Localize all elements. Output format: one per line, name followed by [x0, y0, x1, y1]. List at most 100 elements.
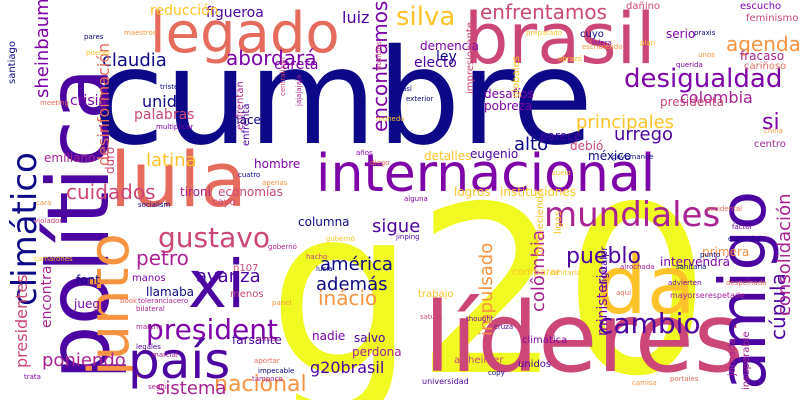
word: mundiales: [544, 195, 721, 235]
word: despeinado: [726, 279, 767, 287]
word: multiplicar: [156, 123, 194, 131]
word: luiz: [342, 8, 370, 27]
word: mayorserespetade: [670, 291, 745, 300]
word: emiliano: [44, 151, 96, 165]
word: líderes: [424, 282, 744, 394]
word: alguna: [404, 195, 428, 203]
word: duró: [103, 146, 117, 174]
word: farsante: [232, 333, 282, 347]
word: abordará: [226, 46, 317, 70]
word: lula: [110, 135, 247, 224]
word: colombia: [680, 88, 753, 107]
word: méxico: [588, 149, 632, 163]
word: desigualdad: [624, 64, 783, 94]
word: thought: [466, 315, 494, 323]
word: alzheimer: [454, 355, 504, 366]
word: aquí: [616, 289, 632, 297]
word: careta: [274, 57, 319, 73]
word: querida: [676, 61, 703, 69]
word: fracaso: [740, 49, 785, 63]
word: sigue: [372, 216, 421, 237]
word: trabajo: [418, 289, 454, 300]
word: tironi: [180, 185, 211, 199]
word: violador: [34, 217, 63, 225]
word: electo: [414, 55, 457, 71]
word: plan: [640, 39, 656, 47]
word: sanitaria: [550, 269, 581, 277]
word: enfrenta: [241, 103, 252, 146]
word: perdona: [352, 345, 402, 359]
word: silva: [396, 2, 456, 32]
word: g20brasil: [310, 358, 385, 377]
word: president: [146, 313, 278, 346]
word: lidera: [592, 39, 612, 47]
word: feminismo: [746, 13, 799, 24]
word: claudia: [102, 50, 167, 71]
word: reducción: [150, 3, 219, 19]
word: cuatro: [238, 171, 261, 179]
word: bilateral: [136, 305, 165, 313]
word: trata: [24, 373, 41, 381]
word: font: [76, 273, 100, 287]
word: consolidación: [774, 193, 795, 316]
word: universidad: [422, 377, 469, 386]
word: juego: [74, 297, 108, 311]
word: cuyo: [580, 29, 604, 40]
word: llamaba: [146, 285, 195, 299]
word: internacional: [316, 144, 656, 204]
word: unida: [142, 92, 187, 111]
word: enfrentamos: [480, 0, 608, 24]
word: avanza: [196, 266, 261, 287]
word: comparar: [512, 267, 561, 278]
word: climática: [522, 335, 568, 346]
word: toleranciacero: [138, 297, 189, 305]
word: debió: [570, 139, 604, 153]
word: cruza: [494, 323, 514, 331]
word: inácio: [318, 286, 378, 310]
word: suelo: [552, 169, 571, 177]
word: fortaleciendo: [535, 190, 546, 256]
word: agenda: [726, 32, 800, 56]
word: esperaba: [728, 235, 761, 243]
word: latina: [146, 150, 197, 171]
word: camisa: [632, 379, 657, 387]
word: cariñoso: [744, 61, 787, 72]
word: américa: [320, 254, 393, 275]
word: socialism: [138, 201, 171, 209]
word: unos: [698, 51, 715, 59]
word: logros: [454, 185, 491, 199]
word: camarones: [34, 255, 73, 263]
word: praxis: [694, 29, 716, 37]
word: insuperable: [741, 331, 752, 390]
word: nadie: [312, 329, 346, 343]
word: desafíos: [484, 87, 534, 101]
word: intervendrá: [660, 255, 730, 269]
word: posibles: [375, 41, 383, 70]
word: figueroa: [206, 5, 264, 21]
word: serio: [666, 27, 696, 41]
word: presidenta: [660, 95, 724, 109]
word: abrazó: [558, 55, 582, 63]
word: sistema: [156, 378, 227, 399]
word: impresionante: [465, 22, 476, 94]
word: seguir: [148, 383, 170, 391]
word: petro: [136, 246, 189, 270]
word: nacional: [214, 372, 307, 397]
word: así: [402, 85, 412, 93]
word: alto: [514, 134, 549, 155]
word: monedo: [376, 115, 405, 123]
word: tristes: [160, 83, 182, 91]
word: parece: [540, 129, 582, 143]
word: encontra: [39, 265, 55, 328]
word: gobernó: [326, 235, 355, 243]
word: escucho: [740, 1, 782, 12]
word: da: [596, 239, 696, 332]
word: book: [120, 297, 138, 305]
word: n107: [233, 263, 259, 274]
word: panel: [272, 299, 292, 307]
word: país: [128, 332, 231, 390]
word: manos: [132, 273, 166, 284]
word: advierten: [668, 279, 702, 287]
word: diego: [370, 159, 390, 167]
